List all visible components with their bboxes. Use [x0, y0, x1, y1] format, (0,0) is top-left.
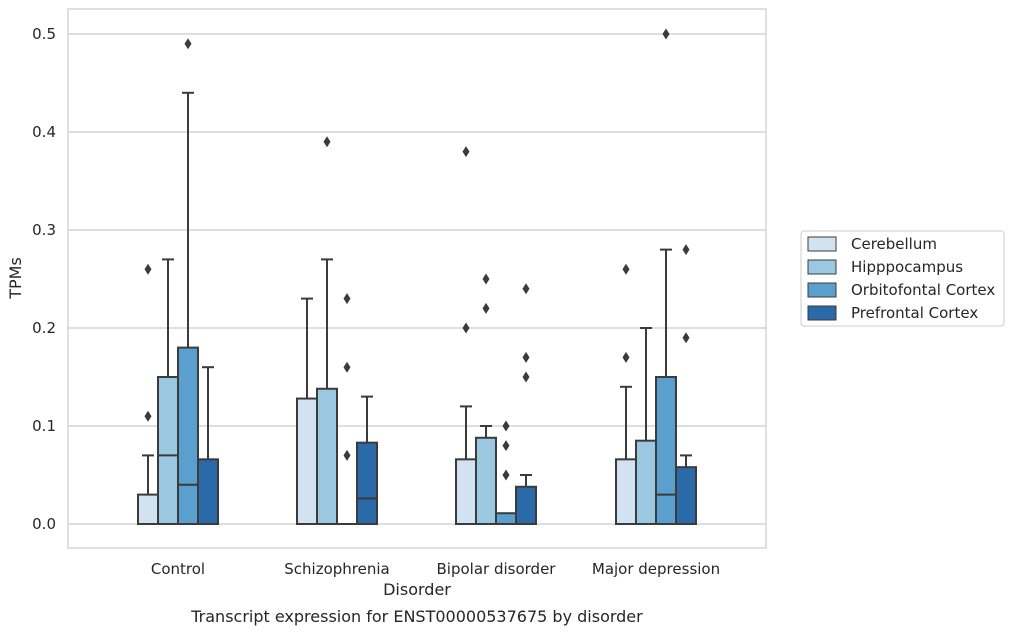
y-axis-ticks: 0.0 0.1 0.2 0.3 0.4 0.5 [32, 25, 56, 533]
outlier-point [323, 136, 331, 148]
outlier-point [662, 28, 670, 40]
outlier-point [482, 273, 490, 285]
box-cerebellum [296, 297, 318, 525]
legend-swatch [807, 305, 837, 321]
box-iqr [137, 493, 159, 526]
box-iqr [515, 485, 537, 526]
outlier-point [343, 293, 351, 305]
box-prefrontal-cortex [675, 244, 697, 526]
box-iqr [615, 458, 637, 526]
outlier-point [682, 332, 690, 344]
outlier-point [502, 469, 510, 481]
y-tick-label: 0.0 [32, 515, 56, 533]
outlier-point [462, 322, 470, 334]
outlier-point [622, 351, 630, 363]
y-tick-label: 0.5 [32, 25, 56, 43]
x-axis-ticks: Control Schizophrenia Bipolar disorder Majo… [151, 560, 720, 578]
box-iqr [356, 441, 378, 525]
legend-label: Prefrontal Cortex [851, 304, 978, 322]
legend-swatch [807, 282, 837, 298]
outlier-point [184, 38, 192, 50]
box-iqr [675, 466, 697, 526]
legend-label: Cerebellum [851, 235, 937, 253]
box-hipppocampus [157, 258, 179, 525]
outlier-point [622, 263, 630, 275]
outlier-point [144, 263, 152, 275]
outlier-point [462, 146, 470, 158]
legend-label: Orbitofontal Cortex [851, 281, 995, 299]
x-tick-label: Schizophrenia [284, 560, 389, 578]
outlier-point [522, 371, 530, 383]
outlier-point [343, 361, 351, 373]
box-iqr [635, 439, 657, 526]
x-tick-label: Control [151, 560, 205, 578]
legend-swatch [807, 236, 837, 252]
chart-caption: Transcript expression for ENST0000053767… [190, 607, 643, 626]
box-prefrontal-cortex [515, 283, 537, 526]
box-prefrontal-cortex [197, 366, 219, 526]
box-iqr [316, 387, 338, 526]
outlier-point [502, 420, 510, 432]
box-iqr [296, 397, 318, 525]
y-tick-label: 0.2 [32, 319, 56, 337]
box-iqr [157, 376, 179, 525]
legend-frame [800, 230, 1005, 327]
box-iqr [455, 458, 477, 526]
box-iqr [177, 346, 199, 525]
legend: Cerebellum Hipppocampus Orbitofontal Corte… [800, 230, 1005, 327]
outlier-point [343, 449, 351, 461]
y-tick-label: 0.4 [32, 123, 56, 141]
plot-frame [67, 8, 767, 549]
box-orbitofontal-cortex [177, 38, 199, 525]
y-axis-label: TPMs [6, 257, 25, 300]
box-groups [137, 28, 697, 526]
box-hipppocampus [316, 136, 338, 526]
outlier-point [144, 410, 152, 422]
outlier-point [522, 283, 530, 295]
box-iqr [475, 436, 497, 526]
box-iqr [495, 512, 517, 525]
box-cerebellum [455, 146, 477, 526]
x-tick-label: Bipolar disorder [437, 560, 557, 578]
outlier-point [482, 302, 490, 314]
legend-swatch [807, 259, 837, 275]
outlier-point [522, 351, 530, 363]
y-tick-label: 0.3 [32, 221, 56, 239]
x-tick-label: Major depression [592, 560, 720, 578]
box-iqr [655, 376, 677, 525]
outlier-point [502, 440, 510, 452]
legend-label: Hipppocampus [851, 258, 963, 276]
box-cerebellum [137, 263, 159, 526]
box-orbitofontal-cortex [336, 293, 358, 526]
box-iqr [197, 458, 219, 526]
outlier-point [682, 244, 690, 256]
x-axis-label: Disorder [383, 580, 451, 599]
y-tick-label: 0.1 [32, 417, 56, 435]
box-orbitofontal-cortex [655, 28, 677, 525]
box-prefrontal-cortex [356, 395, 378, 525]
box-hipppocampus [475, 273, 497, 526]
